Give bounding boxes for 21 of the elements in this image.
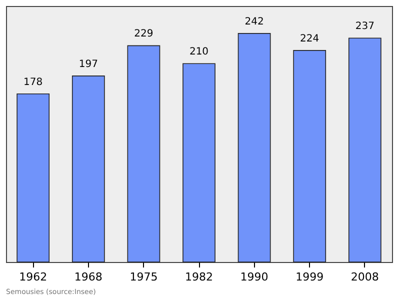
bar <box>348 38 382 262</box>
x-tick-label: 2008 <box>350 270 379 284</box>
data-label: 242 <box>244 16 264 28</box>
data-label: 229 <box>134 28 154 40</box>
x-tick-label: 1968 <box>74 270 102 284</box>
bar <box>72 76 105 262</box>
bar <box>293 50 326 262</box>
x-tick-label: 1975 <box>130 270 158 284</box>
data-label: 210 <box>189 46 209 58</box>
data-label: 197 <box>78 58 98 70</box>
bar <box>127 45 160 262</box>
bar <box>238 33 271 262</box>
x-tick-label: 1990 <box>240 270 268 284</box>
data-label: 224 <box>300 33 320 44</box>
x-tick-label: 1999 <box>296 270 324 284</box>
data-label: 178 <box>24 76 43 88</box>
data-label: 237 <box>355 21 374 32</box>
x-tick-label: 1962 <box>19 270 48 284</box>
bar <box>16 93 50 262</box>
bar <box>182 63 216 262</box>
x-tick-label: 1982 <box>185 270 213 284</box>
